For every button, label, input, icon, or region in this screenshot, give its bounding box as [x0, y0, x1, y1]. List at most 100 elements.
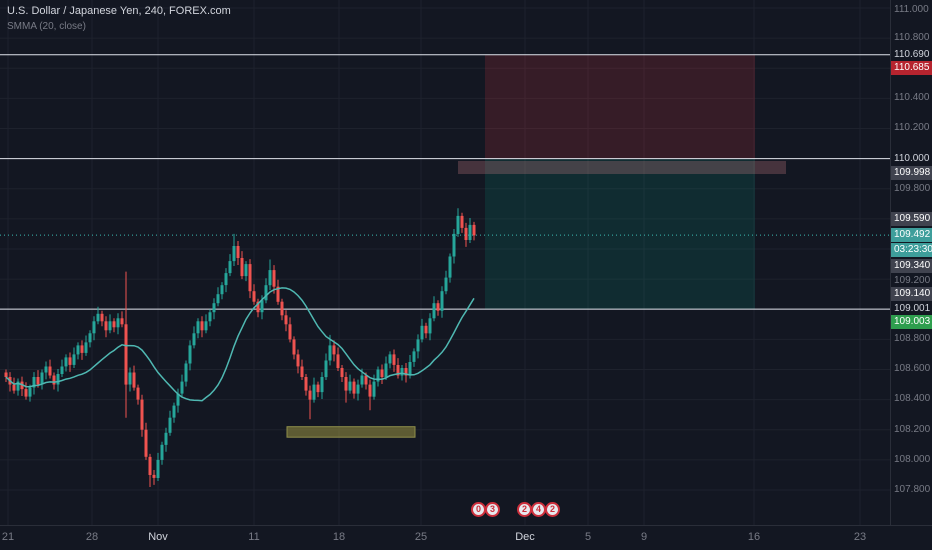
candle-body — [208, 312, 212, 322]
candle-body — [252, 291, 256, 302]
price-grid-label: 109.800 — [894, 183, 931, 194]
time-label: 9 — [640, 531, 648, 543]
candle-body — [436, 303, 440, 311]
candle-body — [164, 432, 168, 445]
candle-body — [240, 258, 244, 277]
price-grid-label: 109.200 — [894, 275, 931, 286]
idea-bubble[interactable]: 3 — [485, 502, 500, 517]
time-axis[interactable]: 21 28 Nov 11 18 25 Dec 5 9 16 23 — [0, 525, 932, 550]
candle-body — [320, 377, 324, 393]
time-label: 23 — [853, 531, 867, 543]
chart-legend: U.S. Dollar / Japanese Yen, 240, FOREX.c… — [7, 5, 231, 32]
candle-body — [44, 366, 48, 373]
candle-body — [124, 324, 128, 385]
candle-body — [104, 321, 108, 331]
candle-body — [228, 261, 232, 274]
candle-body — [276, 286, 280, 302]
idea-bubble[interactable]: 2 — [545, 502, 560, 517]
candle-body — [56, 374, 60, 385]
price-badge: 109.003 — [891, 315, 932, 329]
candle-body — [132, 372, 136, 388]
candle-body — [128, 372, 132, 385]
candle-body — [60, 366, 64, 374]
candle-body — [312, 384, 316, 400]
candle-body — [288, 324, 292, 340]
candle-body — [316, 384, 320, 393]
candle-body — [248, 264, 252, 292]
price-chart-canvas[interactable] — [0, 0, 890, 525]
candle-body — [432, 303, 436, 319]
candle-body — [220, 285, 224, 295]
candle-body — [196, 321, 200, 334]
short-position-stop-box[interactable] — [485, 54, 755, 159]
candle-body — [28, 387, 32, 397]
price-line-label: 110.690 — [894, 49, 930, 60]
time-label: Dec — [515, 531, 535, 543]
candle-body — [452, 233, 456, 257]
candle-body — [152, 474, 156, 478]
entry-price-band[interactable] — [458, 161, 786, 174]
candle-body — [448, 256, 452, 278]
candle-body — [304, 377, 308, 391]
candle-body — [392, 354, 396, 365]
candle-body — [144, 429, 148, 457]
candle-body — [156, 459, 160, 478]
candle-body — [332, 345, 336, 355]
candle-body — [120, 318, 124, 325]
candle-body — [412, 351, 416, 362]
candle-body — [92, 321, 96, 334]
candle-body — [76, 345, 80, 355]
candle-body — [80, 345, 84, 353]
price-line-label: 109.001 — [894, 303, 931, 314]
candle-body — [472, 224, 476, 236]
price-badge: 109.590 — [891, 212, 932, 226]
candle-body — [52, 375, 56, 385]
candle-body — [280, 301, 284, 316]
price-badge: 109.340 — [891, 259, 932, 273]
candle-body — [300, 366, 304, 377]
indicator-label[interactable]: SMMA (20, close) — [7, 21, 86, 32]
candle-body — [272, 270, 276, 287]
candle-body — [340, 368, 344, 377]
candle-body — [12, 384, 16, 391]
candle-body — [460, 215, 464, 228]
candle-body — [180, 381, 184, 394]
short-position-profit-box[interactable] — [485, 158, 755, 310]
candle-body — [212, 303, 216, 313]
idea-bubble[interactable]: 4 — [531, 502, 546, 517]
time-label: 5 — [584, 531, 592, 543]
candle-body — [456, 215, 460, 234]
idea-bubble[interactable]: 2 — [517, 502, 532, 517]
idea-bubble[interactable]: 0 — [471, 502, 486, 517]
candle-body — [328, 345, 332, 361]
candle-body — [264, 285, 268, 301]
price-axis[interactable]: 111.000 110.800 110.400 110.200 109.800 109.2… — [890, 0, 932, 525]
time-label: 25 — [414, 531, 428, 543]
candle-body — [464, 227, 468, 240]
candle-body — [416, 339, 420, 352]
support-zone-box[interactable] — [286, 426, 416, 438]
candle-body — [268, 270, 272, 286]
current-price-badge: 109.492 — [891, 228, 932, 242]
candle-body — [148, 456, 152, 475]
candle-body — [368, 384, 372, 397]
candle-body — [200, 321, 204, 331]
candle-body — [256, 301, 260, 313]
candle-body — [96, 313, 100, 322]
chart-area[interactable]: U.S. Dollar / Japanese Yen, 240, FOREX.c… — [0, 0, 890, 525]
candle-body — [160, 444, 164, 460]
candle-body — [64, 357, 68, 367]
candle-body — [36, 377, 40, 385]
candle-body — [324, 360, 328, 378]
candle-body — [88, 333, 92, 343]
candle-body — [296, 354, 300, 367]
candle-body — [428, 318, 432, 334]
candle-body — [48, 366, 52, 376]
price-grid-label: 108.800 — [894, 333, 931, 344]
candle-body — [356, 384, 360, 394]
candle-body — [100, 313, 104, 322]
candle-body — [380, 369, 384, 377]
time-label: 21 — [1, 531, 15, 543]
symbol-title[interactable]: U.S. Dollar / Japanese Yen, 240, FOREX.c… — [7, 5, 231, 17]
